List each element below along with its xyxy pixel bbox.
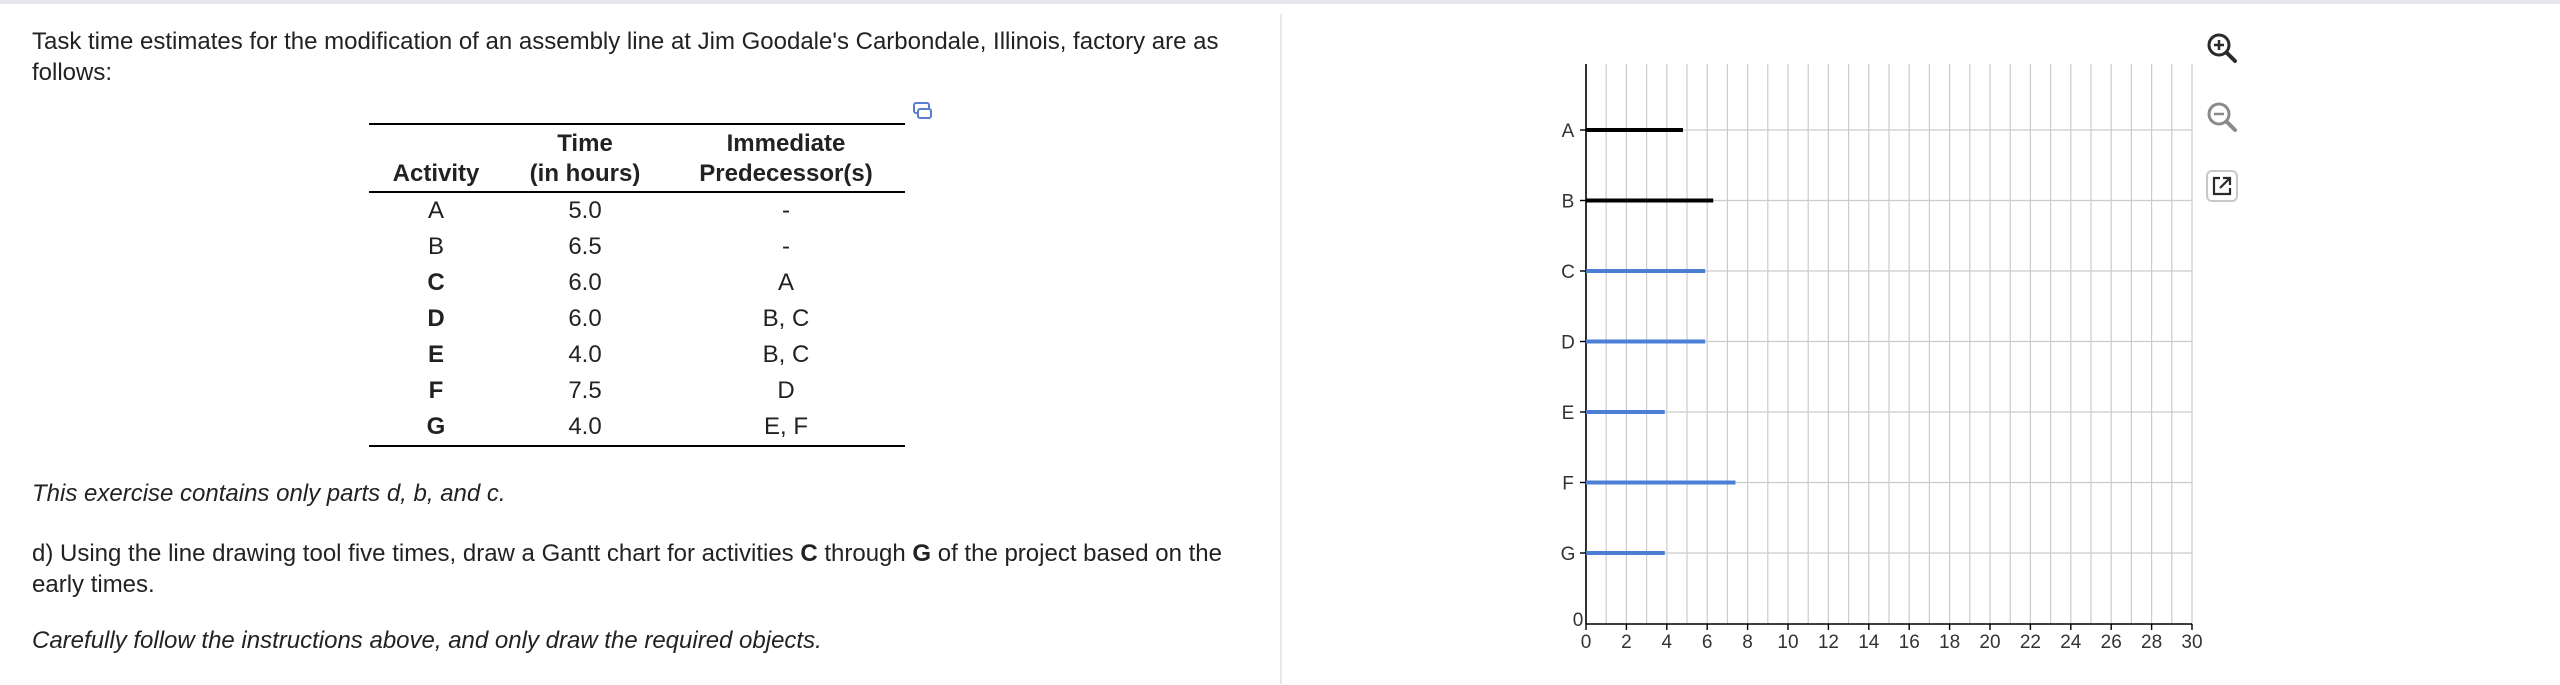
y-zero-label: 0 xyxy=(1573,610,1584,631)
y-tick-label: B xyxy=(1562,192,1575,213)
x-tick-label: 26 xyxy=(2101,632,2122,653)
cell-activity: E xyxy=(427,341,444,368)
x-tick-label: 12 xyxy=(1818,632,1839,653)
x-tick-label: 28 xyxy=(2141,632,2162,653)
cell-activity: A xyxy=(427,197,444,224)
x-tick-label: 0 xyxy=(1581,632,1592,653)
question-intro: Task time estimates for the modification… xyxy=(32,28,1219,86)
zoom-out-icon[interactable] xyxy=(2202,97,2242,137)
cell-pred: - xyxy=(782,197,790,224)
y-tick-label: C xyxy=(1561,262,1575,283)
x-tick-label: 16 xyxy=(1899,632,1920,653)
header-activity: Activity xyxy=(392,160,480,187)
exercise-note: This exercise contains only parts d, b, … xyxy=(32,480,506,507)
cell-pred: D xyxy=(777,377,795,404)
cell-activity: C xyxy=(427,269,445,296)
x-tick-label: 8 xyxy=(1742,632,1753,653)
copy-table-icon[interactable] xyxy=(912,100,934,122)
task-table: Activity Time (in hours) Immediate Predece… xyxy=(369,123,905,447)
x-tick-label: 22 xyxy=(2020,632,2041,653)
question-panel: Task time estimates for the modification… xyxy=(0,4,1280,684)
x-tick-label: 4 xyxy=(1662,632,1673,653)
cell-time: 5.0 xyxy=(568,197,602,224)
header-predecessors: Immediate Predecessor(s) xyxy=(699,130,873,187)
cell-pred: A xyxy=(777,269,794,296)
cell-time: 4.0 xyxy=(568,341,602,368)
x-tick-label: 14 xyxy=(1858,632,1880,653)
y-tick-label: A xyxy=(1562,121,1575,142)
table-row: D 6.0 B, C xyxy=(369,301,905,337)
cell-pred: E, F xyxy=(763,413,808,440)
table-header-row: Activity Time (in hours) Immediate Predece… xyxy=(369,124,905,192)
part-d-instructions: d) Using the line drawing tool five time… xyxy=(32,540,1222,598)
y-tick-label: F xyxy=(1562,474,1574,495)
zoom-in-icon[interactable] xyxy=(2202,28,2242,68)
table-row: C 6.0 A xyxy=(369,265,905,301)
cell-activity: F xyxy=(428,377,444,404)
x-tick-label: 2 xyxy=(1621,632,1632,653)
cell-pred: - xyxy=(782,233,790,260)
table-row: B 6.5 - xyxy=(369,229,905,265)
y-tick-label: G xyxy=(1561,544,1576,565)
cell-activity: D xyxy=(427,305,445,332)
y-tick-label: D xyxy=(1561,333,1575,354)
table-row: A 5.0 - xyxy=(369,192,905,229)
y-tick-label: E xyxy=(1562,403,1575,424)
cell-pred: B, C xyxy=(762,305,810,332)
table-row: G 4.0 E, F xyxy=(369,409,905,446)
table-row: F 7.5 D xyxy=(369,373,905,409)
careful-instructions: Carefully follow the instructions above,… xyxy=(32,627,822,654)
header-time: Time (in hours) xyxy=(529,130,641,187)
table-row: E 4.0 B, C xyxy=(369,337,905,373)
x-tick-label: 6 xyxy=(1702,632,1713,653)
top-border xyxy=(0,0,2560,4)
cell-activity: B xyxy=(427,233,444,260)
gantt-chart-area[interactable]: A B C D E F G 0 0 2 4 6 8 10 12 14 16 18 20 22 24 26 28 30 xyxy=(1540,40,2220,680)
cell-time: 6.0 xyxy=(568,269,602,296)
x-tick-label: 10 xyxy=(1777,632,1798,653)
cell-time: 6.0 xyxy=(568,305,602,332)
x-tick-label: 30 xyxy=(2181,632,2202,653)
x-tick-label: 20 xyxy=(1979,632,2000,653)
panel-divider xyxy=(1280,14,1282,684)
cell-time: 4.0 xyxy=(568,413,602,440)
x-tick-label: 24 xyxy=(2060,632,2082,653)
cell-time: 7.5 xyxy=(568,377,602,404)
cell-pred: B, C xyxy=(762,341,810,368)
popout-icon[interactable] xyxy=(2202,166,2242,206)
cell-activity: G xyxy=(426,413,446,440)
cell-time: 6.5 xyxy=(568,233,602,260)
x-tick-label: 18 xyxy=(1939,632,1960,653)
